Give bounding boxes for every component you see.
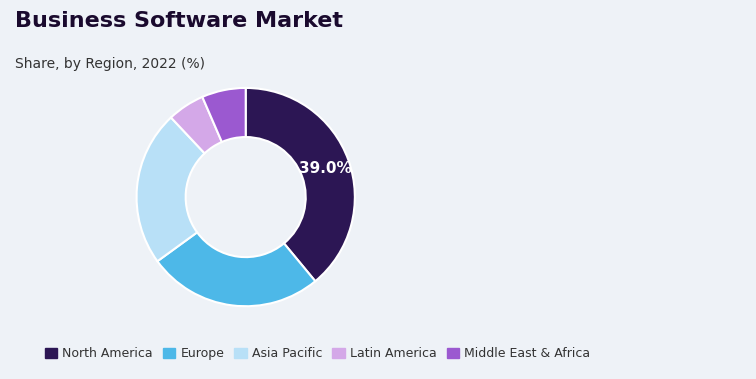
Wedge shape <box>246 88 355 281</box>
Text: Business Software Market: Business Software Market <box>15 11 343 31</box>
Wedge shape <box>137 117 205 261</box>
Text: Share, by Region, 2022 (%): Share, by Region, 2022 (%) <box>15 57 205 71</box>
Wedge shape <box>203 88 246 142</box>
Text: 39.0%: 39.0% <box>299 161 352 176</box>
Wedge shape <box>157 232 315 306</box>
Wedge shape <box>171 97 222 153</box>
Legend: North America, Europe, Asia Pacific, Latin America, Middle East & Africa: North America, Europe, Asia Pacific, Lat… <box>40 342 595 365</box>
